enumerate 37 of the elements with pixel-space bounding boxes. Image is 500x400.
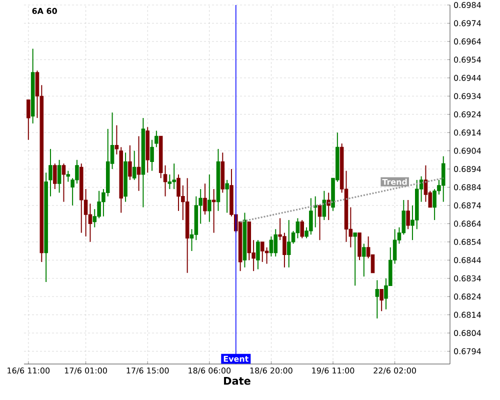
- candlestick: [208, 174, 212, 222]
- candlestick: [66, 170, 70, 182]
- candlestick: [406, 199, 410, 230]
- candlestick: [380, 288, 384, 312]
- candlestick: [358, 232, 362, 261]
- candlestick: [136, 136, 141, 192]
- candlestick: [256, 240, 260, 270]
- candlestick: [88, 203, 92, 242]
- candlestick: [172, 163, 176, 190]
- candlestick: [150, 139, 154, 172]
- candlestick: [362, 243, 366, 278]
- candlestick: [163, 164, 168, 197]
- candlestick: [114, 124, 119, 155]
- candlestick: [53, 163, 57, 190]
- x-axis-title: Date: [224, 377, 250, 385]
- candlestick: [286, 220, 291, 268]
- candlestick: [300, 220, 304, 239]
- candlestick: [57, 159, 62, 194]
- candlestick: [375, 280, 380, 319]
- candlestick: [203, 183, 207, 216]
- candlestick: [441, 156, 446, 202]
- candlestick: [168, 174, 172, 190]
- candlestick: [269, 236, 274, 257]
- candlestick: [225, 179, 229, 214]
- candlestick: [128, 144, 132, 180]
- candlestick: [318, 204, 322, 241]
- candlestick: [260, 241, 264, 262]
- candlestick: [62, 163, 66, 202]
- candlestick: [326, 192, 330, 221]
- candlestick: [274, 228, 278, 257]
- candlestick: [296, 218, 300, 239]
- candlestick: [212, 188, 216, 234]
- candlestick: [154, 130, 158, 148]
- candlestick: [353, 232, 357, 286]
- candlestick: [132, 150, 136, 180]
- candlestick: [48, 148, 52, 197]
- candlestick: [26, 99, 30, 140]
